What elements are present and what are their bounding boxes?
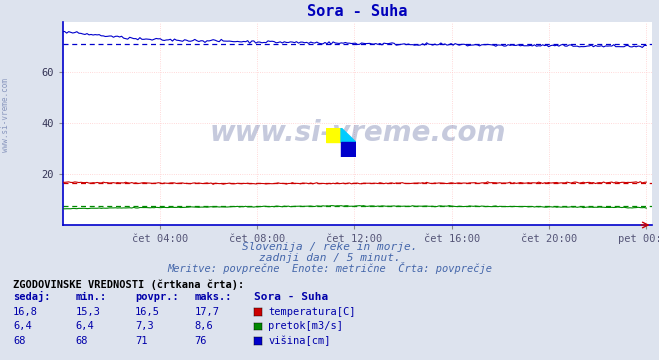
Text: 68: 68 bbox=[13, 336, 26, 346]
Text: 16,8: 16,8 bbox=[13, 307, 38, 317]
Bar bbox=[326, 128, 341, 142]
Title: Sora - Suha: Sora - Suha bbox=[307, 4, 408, 19]
Text: zadnji dan / 5 minut.: zadnji dan / 5 minut. bbox=[258, 253, 401, 263]
Text: Meritve: povprečne  Enote: metrične  Črta: povprečje: Meritve: povprečne Enote: metrične Črta:… bbox=[167, 262, 492, 274]
Text: 8,6: 8,6 bbox=[194, 321, 213, 332]
Text: pretok[m3/s]: pretok[m3/s] bbox=[268, 321, 343, 332]
Text: 6,4: 6,4 bbox=[76, 321, 94, 332]
Text: višina[cm]: višina[cm] bbox=[268, 336, 331, 346]
Text: povpr.:: povpr.: bbox=[135, 292, 179, 302]
Text: ZGODOVINSKE VREDNOSTI (črtkana črta):: ZGODOVINSKE VREDNOSTI (črtkana črta): bbox=[13, 279, 244, 290]
Text: Sora - Suha: Sora - Suha bbox=[254, 292, 328, 302]
Text: 15,3: 15,3 bbox=[76, 307, 101, 317]
Text: Slovenija / reke in morje.: Slovenija / reke in morje. bbox=[242, 242, 417, 252]
Text: 68: 68 bbox=[76, 336, 88, 346]
Text: sedaj:: sedaj: bbox=[13, 291, 51, 302]
Text: 6,4: 6,4 bbox=[13, 321, 32, 332]
Text: www.si-vreme.com: www.si-vreme.com bbox=[1, 78, 10, 152]
Text: www.si-vreme.com: www.si-vreme.com bbox=[210, 120, 505, 148]
Text: 7,3: 7,3 bbox=[135, 321, 154, 332]
Text: 16,5: 16,5 bbox=[135, 307, 160, 317]
Text: temperatura[C]: temperatura[C] bbox=[268, 307, 356, 317]
Text: 71: 71 bbox=[135, 336, 148, 346]
Polygon shape bbox=[341, 128, 356, 142]
Bar bbox=[341, 142, 356, 157]
Text: min.:: min.: bbox=[76, 292, 107, 302]
Text: maks.:: maks.: bbox=[194, 292, 232, 302]
Text: 76: 76 bbox=[194, 336, 207, 346]
Text: 17,7: 17,7 bbox=[194, 307, 219, 317]
